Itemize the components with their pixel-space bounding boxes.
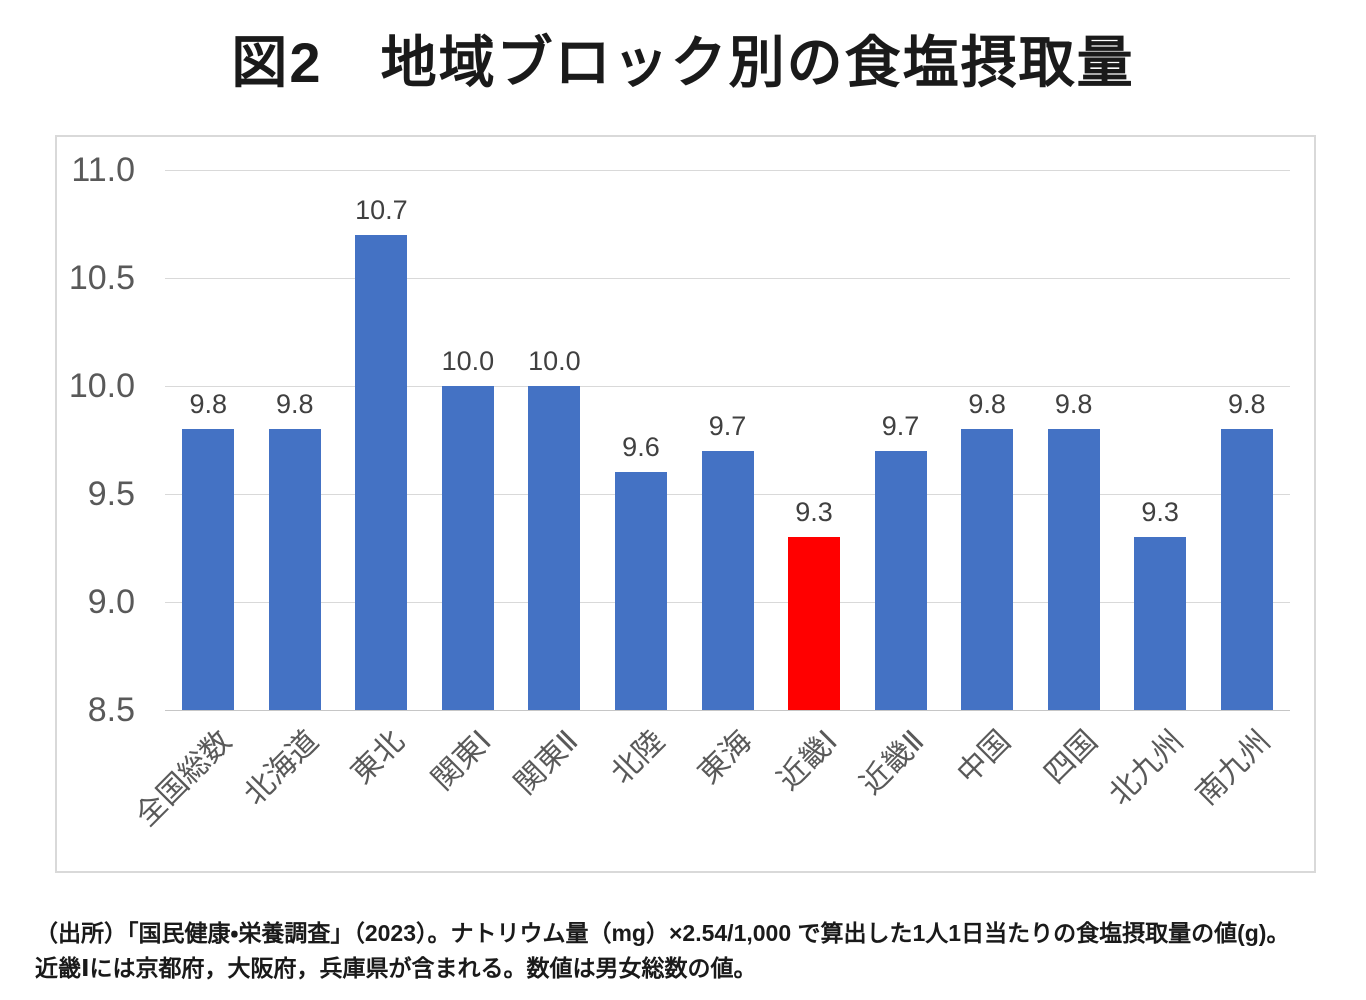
y-axis-tick-label: 8.5 [87, 691, 135, 729]
x-axis-label-東海: 東海 [691, 724, 758, 791]
bar-近畿Ⅰ-highlighted [788, 537, 841, 710]
value-label-近畿Ⅱ: 9.7 [881, 410, 920, 441]
x-axis-label-関東Ⅰ: 関東Ⅰ [425, 724, 498, 797]
x-axis-line [165, 710, 1290, 711]
bar-北陸 [614, 472, 667, 710]
bar-北海道 [268, 429, 321, 710]
y-axis-tick-label: 10.5 [68, 259, 135, 297]
bar-北九州 [1134, 537, 1187, 710]
x-axis-label-関東Ⅱ: 関東Ⅱ [508, 724, 585, 801]
value-label-北九州: 9.3 [1141, 497, 1179, 528]
gridline [165, 170, 1290, 171]
bar-四国 [1047, 429, 1100, 710]
x-axis-label-北九州: 北九州 [1103, 724, 1191, 812]
bar-南九州 [1220, 429, 1273, 710]
y-axis-tick-label: 9.0 [87, 583, 135, 621]
y-axis-tick-label: 9.5 [87, 475, 135, 513]
x-axis-label-南九州: 南九州 [1189, 724, 1277, 812]
value-label-近畿Ⅰ: 9.3 [795, 497, 833, 528]
x-axis-label-四国: 四国 [1037, 724, 1104, 791]
x-axis-label-北陸: 北陸 [605, 724, 671, 791]
y-axis-tick-label: 10.0 [68, 367, 135, 405]
source-note-line1: （出所）「国民健康・栄養調査」（2023）。ナトリウム量（mg）×2.54/1,… [35, 920, 1290, 946]
x-axis-label-中国: 中国 [951, 724, 1018, 791]
bar-東北 [355, 234, 408, 710]
source-note-line2: 近畿Ⅰには京都府，大阪府，兵庫県が含まれる。数値は男女総数の値。 [35, 954, 757, 981]
plot-area: 11.0 10.5 10.0 9.5 9.0 8.5 9.8 全国総数 9.8 北海道 10.7 東北… [69, 153, 1290, 833]
source-note: （出所）「国民健康・栄養調査」（2023）。ナトリウム量（mg）×2.54/1,… [35, 916, 1355, 985]
value-label-関東Ⅰ: 10.0 [441, 346, 495, 376]
bar-関東Ⅰ [441, 386, 494, 710]
value-label-南九州: 9.8 [1227, 389, 1266, 420]
value-label-東海: 9.7 [708, 410, 747, 441]
value-label-関東Ⅱ: 10.0 [528, 346, 581, 376]
x-axis-label-近畿Ⅱ: 近畿Ⅱ [854, 724, 931, 801]
bar-関東Ⅱ [528, 386, 581, 710]
x-axis-label-東北: 東北 [345, 724, 412, 791]
value-label-四国: 9.8 [1054, 389, 1093, 420]
chart-title: 図2 地域ブロック別の食塩摂取量 [231, 31, 1135, 94]
value-label-全国総数: 9.8 [189, 389, 228, 420]
value-label-東北: 10.7 [355, 194, 408, 225]
x-axis-label-北海道: 北海道 [237, 724, 325, 812]
bar-近畿Ⅱ [874, 450, 927, 710]
x-axis-label-近畿Ⅰ: 近畿Ⅰ [771, 724, 844, 797]
bar-全国総数 [182, 429, 235, 710]
chart-frame: 11.0 10.5 10.0 9.5 9.0 8.5 9.8 全国総数 9.8 北海道 10.7 東北… [55, 135, 1316, 873]
value-label-中国: 9.8 [968, 389, 1006, 420]
gridline [165, 386, 1290, 387]
value-label-北海道: 9.8 [276, 389, 314, 420]
x-axis-label-全国総数: 全国総数 [130, 724, 239, 833]
y-axis-tick-label: 11.0 [71, 151, 135, 189]
bar-中国 [961, 429, 1014, 710]
gridline [165, 278, 1290, 279]
value-label-北陸: 9.6 [622, 432, 660, 463]
bar-東海 [701, 450, 754, 710]
